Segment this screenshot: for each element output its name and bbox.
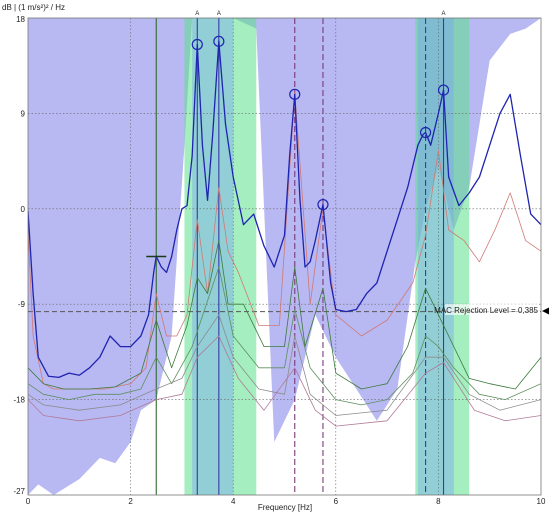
peak-marker[interactable] <box>213 35 225 47</box>
x-tick-label: 0 <box>26 497 31 506</box>
mode-spectrum-line <box>28 240 541 390</box>
y-tick-label: 9 <box>21 109 26 118</box>
x-tick-label: 4 <box>231 497 236 506</box>
y-axis-label: dB | (1 m/s²)² / Hz <box>2 3 65 12</box>
mode-marker-label[interactable]: A <box>442 11 446 17</box>
y-tick-label: 18 <box>16 15 25 24</box>
plot-grid <box>28 18 541 495</box>
sum-spectrum-line <box>28 40 541 378</box>
peak-marker[interactable] <box>289 88 301 100</box>
mode-spectrum-line <box>28 266 541 406</box>
x-tick-labels: 0 2 4 6 8 10 <box>26 497 546 506</box>
y-tick-label: -27 <box>13 487 25 496</box>
y-tick-labels: -27 -18 -9 0 9 18 <box>13 15 25 496</box>
x-tick-label: 10 <box>537 497 546 506</box>
peak-markers <box>191 35 450 211</box>
peak-marker[interactable] <box>191 38 203 51</box>
mac-rejection-label: MAC Rejection Level = 0,385 <box>434 306 538 315</box>
mode-spectrum-line <box>28 314 541 416</box>
x-tick-label: 6 <box>334 497 339 506</box>
mode-marker-label[interactable]: A <box>217 11 221 17</box>
y-tick-label: 0 <box>21 205 26 214</box>
mode-spectrum-line <box>28 335 541 427</box>
plot-frame <box>27 17 542 496</box>
x-tick-label: 2 <box>128 497 133 506</box>
mode-spectrum-line <box>28 91 541 390</box>
x-tick-label: 8 <box>436 497 441 506</box>
y-tick-label: -9 <box>18 300 26 309</box>
frequency-bands <box>184 18 470 495</box>
spectrum-series <box>28 40 541 427</box>
peak-marker[interactable] <box>437 84 450 96</box>
blue-band <box>192 18 234 495</box>
mode-marker-label[interactable]: A <box>195 11 199 17</box>
peak-marker[interactable] <box>419 126 432 139</box>
mac-rejection-label-bg <box>445 304 539 315</box>
mac-rejection-arrow-icon[interactable] <box>542 307 549 315</box>
peak-marker[interactable] <box>317 198 329 211</box>
blue-band <box>417 18 454 495</box>
x-axis-label: Frequency [Hz] <box>258 503 312 512</box>
green-band <box>184 18 257 495</box>
y-tick-label: -18 <box>13 396 25 405</box>
